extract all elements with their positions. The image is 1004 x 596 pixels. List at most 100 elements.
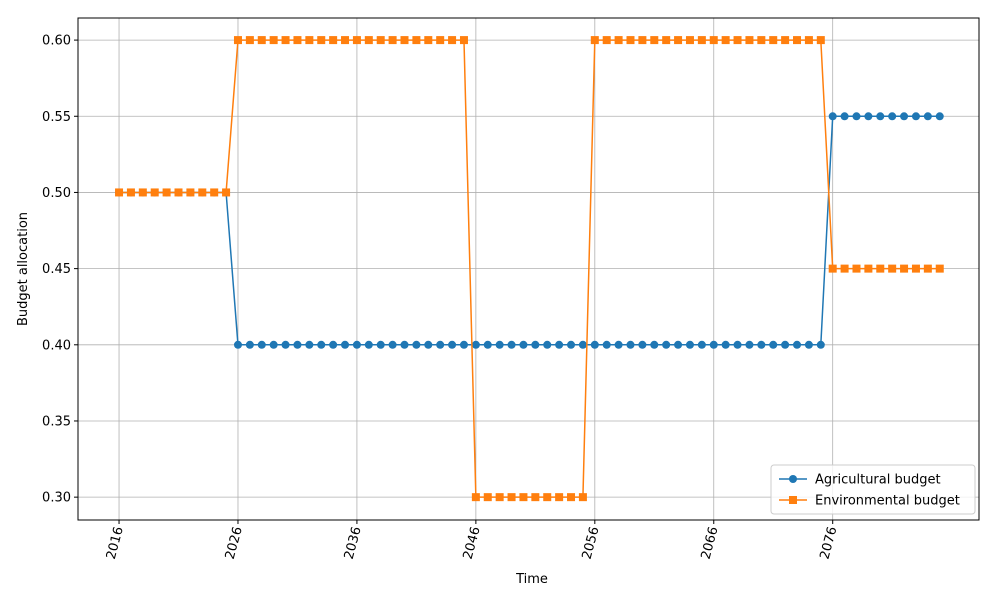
data-point	[245, 36, 254, 45]
series-line	[119, 39, 940, 498]
data-point	[424, 340, 433, 349]
data-point	[876, 264, 885, 273]
data-point	[900, 264, 909, 273]
x-axis-label: Time	[515, 572, 548, 587]
data-point	[721, 36, 730, 45]
data-point	[911, 264, 920, 273]
data-point	[519, 493, 528, 502]
legend: Agricultural budget Environmental budget	[770, 464, 976, 515]
data-point	[412, 340, 421, 349]
data-point	[816, 340, 825, 349]
data-point	[317, 36, 326, 45]
data-point	[888, 112, 897, 121]
data-point	[436, 36, 445, 45]
data-point	[674, 340, 683, 349]
data-point	[138, 188, 147, 197]
data-point	[424, 36, 433, 45]
data-point	[281, 340, 290, 349]
data-point	[757, 340, 766, 349]
data-point	[769, 36, 778, 45]
data-point	[376, 340, 385, 349]
data-point	[864, 112, 873, 121]
data-point	[507, 340, 516, 349]
data-point	[174, 188, 183, 197]
data-point	[745, 36, 754, 45]
data-point	[555, 340, 564, 349]
data-point	[210, 188, 219, 197]
x-tick-label: 2046	[461, 525, 484, 561]
data-point	[757, 36, 766, 45]
data-point	[828, 264, 837, 273]
data-point	[293, 340, 302, 349]
data-point	[614, 340, 623, 349]
data-point	[269, 36, 278, 45]
data-point	[674, 36, 683, 45]
data-point	[233, 36, 242, 45]
data-point	[412, 36, 421, 45]
data-point	[388, 340, 397, 349]
data-point	[888, 264, 897, 273]
data-point	[448, 36, 457, 45]
data-point	[804, 36, 813, 45]
data-point	[781, 36, 790, 45]
data-point	[864, 264, 873, 273]
legend-label: Agricultural budget	[815, 473, 941, 488]
data-point	[923, 112, 932, 121]
data-point	[828, 112, 837, 121]
data-point	[495, 493, 504, 502]
data-point	[269, 340, 278, 349]
data-point	[483, 340, 492, 349]
data-point	[341, 340, 350, 349]
data-point	[638, 36, 647, 45]
data-point	[578, 493, 587, 502]
data-point	[840, 264, 849, 273]
y-tick-label: 0.30	[42, 491, 71, 506]
data-point	[329, 36, 338, 45]
x-tick-label: 2056	[580, 525, 603, 561]
legend-box	[770, 464, 976, 515]
data-point	[341, 36, 350, 45]
data-point	[281, 36, 290, 45]
legend-marker	[789, 475, 797, 483]
data-point	[816, 36, 825, 45]
y-tick-label: 0.35	[42, 414, 71, 429]
data-point	[721, 340, 730, 349]
legend-marker	[789, 496, 797, 504]
data-point	[198, 188, 207, 197]
x-tick-label: 2016	[104, 525, 127, 561]
x-tick-label: 2076	[818, 525, 841, 561]
data-point	[935, 264, 944, 273]
data-point	[364, 36, 373, 45]
data-point	[614, 36, 623, 45]
data-point	[186, 188, 195, 197]
data-point	[733, 340, 742, 349]
data-point	[400, 340, 409, 349]
y-tick-label: 0.40	[42, 338, 71, 353]
data-point	[840, 112, 849, 121]
data-point	[257, 340, 266, 349]
data-point	[483, 493, 492, 502]
data-point	[352, 340, 361, 349]
data-point	[400, 36, 409, 45]
data-point	[709, 340, 718, 349]
plot-frame	[77, 17, 980, 521]
data-point	[567, 340, 576, 349]
data-point	[935, 112, 944, 121]
y-tick-label: 0.45	[42, 262, 71, 277]
data-point	[459, 340, 468, 349]
data-point	[911, 112, 920, 121]
data-point	[626, 340, 635, 349]
data-point	[685, 36, 694, 45]
data-point	[602, 36, 611, 45]
data-point	[293, 36, 302, 45]
data-point	[245, 340, 254, 349]
data-point	[578, 340, 587, 349]
y-tick-label: 0.60	[42, 34, 71, 49]
data-point	[531, 493, 540, 502]
data-point	[531, 340, 540, 349]
data-point	[471, 493, 480, 502]
y-tick-label: 0.50	[42, 186, 71, 201]
y-axis-label: Budget allocation	[16, 212, 31, 326]
data-point	[781, 340, 790, 349]
